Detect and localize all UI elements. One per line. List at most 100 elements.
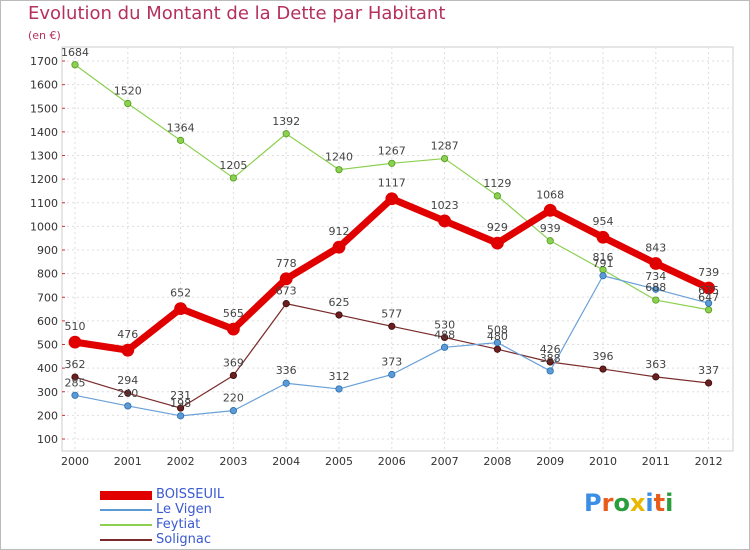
data-point-feytiat: [229, 174, 237, 182]
y-tick-label: 1000: [30, 220, 58, 233]
data-label-feytiat: 939: [540, 222, 561, 235]
data-label-solignac: 426: [540, 343, 561, 356]
data-point-boisseuil: [543, 203, 557, 217]
y-tick-label: 300: [37, 386, 58, 399]
data-point-solignac: [599, 365, 607, 373]
legend-label: Le Vigen: [156, 502, 212, 517]
data-point-feytiat: [704, 306, 713, 314]
data-point-feytiat: [493, 192, 501, 200]
data-label-solignac: 530: [434, 318, 455, 331]
data-label-boisseuil: 1117: [378, 177, 406, 190]
legend-item: Solignac: [100, 532, 350, 547]
data-point-le-vigen: [335, 385, 343, 393]
data-point-boisseuil: [332, 240, 346, 254]
data-label-boisseuil: 1068: [536, 188, 564, 201]
data-point-boisseuil: [438, 214, 452, 228]
data-point-solignac: [177, 404, 185, 412]
y-tick-label: 600: [37, 315, 58, 328]
data-label-feytiat: 1267: [378, 144, 406, 157]
y-tick-label: 400: [37, 362, 58, 375]
data-point-le-vigen: [71, 391, 79, 399]
unit-label: (en €): [28, 29, 61, 42]
x-tick-label: 2007: [431, 455, 459, 468]
legend-swatch: [100, 490, 152, 500]
data-label-solignac: 337: [698, 364, 719, 377]
y-tick-label: 200: [37, 409, 58, 422]
data-label-feytiat: 1129: [483, 177, 511, 190]
data-label-feytiat: 1205: [219, 159, 247, 172]
legend-item: Le Vigen: [100, 502, 350, 517]
data-label-feytiat: 1240: [325, 151, 353, 164]
logo-letter: i: [645, 489, 654, 517]
data-point-solignac: [124, 389, 132, 397]
y-tick-label: 1100: [30, 197, 58, 210]
data-point-feytiat: [546, 237, 554, 245]
data-point-solignac: [335, 311, 343, 319]
x-tick-label: 2010: [589, 455, 617, 468]
logo-letter: r: [601, 489, 614, 517]
x-tick-label: 2002: [167, 455, 195, 468]
data-point-le-vigen: [124, 402, 132, 410]
data-label-solignac: 625: [329, 296, 350, 309]
data-label-boisseuil: 1023: [431, 199, 459, 212]
data-label-boisseuil: 476: [117, 328, 138, 341]
x-tick-label: 2001: [114, 455, 142, 468]
data-point-le-vigen: [704, 299, 713, 307]
data-point-solignac: [282, 300, 290, 308]
data-label-feytiat: 816: [593, 251, 614, 264]
y-tick-label: 1600: [30, 79, 58, 92]
data-point-boisseuil: [121, 343, 135, 357]
x-tick-label: 2005: [325, 455, 353, 468]
data-point-le-vigen: [388, 370, 396, 379]
data-label-le-vigen: 734: [645, 270, 666, 283]
y-tick-label: 1400: [30, 126, 58, 139]
data-point-boisseuil: [68, 335, 82, 349]
proxiti-logo: Proxiti: [584, 489, 673, 517]
y-tick-label: 1700: [30, 55, 58, 68]
logo-letter: t: [653, 489, 666, 517]
data-label-feytiat: 647: [698, 291, 719, 304]
y-tick-label: 700: [37, 291, 58, 304]
data-point-solignac: [704, 379, 713, 387]
logo-letter: x: [629, 489, 646, 517]
data-label-solignac: 369: [223, 356, 244, 369]
data-point-boisseuil: [279, 272, 293, 286]
data-point-le-vigen: [440, 343, 449, 351]
data-point-boisseuil: [649, 257, 663, 270]
data-label-solignac: 396: [593, 350, 614, 363]
data-point-solignac: [229, 371, 237, 380]
y-tick-label: 1200: [30, 173, 58, 186]
data-point-feytiat: [440, 154, 449, 163]
data-point-le-vigen: [493, 339, 501, 347]
data-point-feytiat: [124, 99, 132, 108]
x-tick-label: 2000: [61, 455, 89, 468]
data-point-boisseuil: [174, 302, 188, 315]
data-label-solignac: 363: [645, 358, 666, 371]
data-label-boisseuil: 954: [593, 215, 614, 228]
data-label-feytiat: 1287: [431, 140, 459, 153]
data-label-le-vigen: 373: [381, 356, 402, 369]
chart-title: Evolution du Montant de la Dette par Hab…: [28, 3, 446, 24]
legend: BOISSEUIL Le Vigen Feytiat Solignac: [100, 487, 350, 547]
data-label-feytiat: 1392: [272, 115, 300, 128]
data-label-le-vigen: 220: [223, 392, 244, 405]
data-label-solignac: 480: [487, 330, 508, 343]
data-label-le-vigen: 198: [170, 397, 191, 410]
data-point-feytiat: [282, 130, 290, 138]
data-point-boisseuil: [702, 281, 715, 295]
legend-label: Feytiat: [156, 517, 201, 532]
data-label-solignac: 577: [381, 307, 402, 320]
data-point-feytiat: [388, 159, 396, 167]
y-tick-label: 900: [37, 244, 58, 257]
data-label-le-vigen: 388: [540, 352, 561, 365]
data-point-solignac: [493, 345, 501, 353]
data-point-feytiat: [335, 166, 343, 174]
data-label-le-vigen: 675: [698, 284, 719, 297]
data-label-solignac: 362: [65, 358, 86, 371]
x-tick-label: 2008: [483, 455, 511, 468]
legend-label: Solignac: [156, 532, 212, 547]
legend-swatch: [100, 539, 152, 541]
data-point-le-vigen: [546, 367, 554, 375]
data-label-boisseuil: 929: [487, 221, 508, 234]
y-tick-label: 1300: [30, 150, 58, 163]
